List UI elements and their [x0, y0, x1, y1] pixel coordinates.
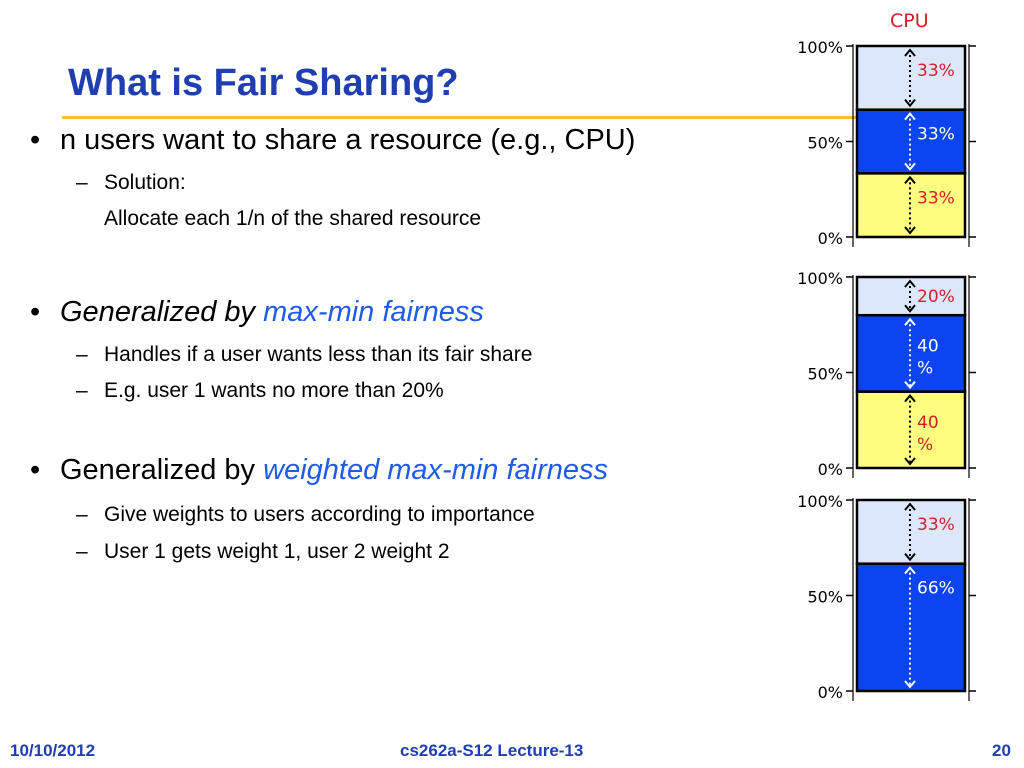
segment-label-line: 40 — [917, 336, 939, 356]
bullet-mark: • — [30, 454, 41, 486]
arrow-head-down — [904, 457, 916, 466]
arrow-head-up — [904, 566, 916, 575]
y-tick-label: 100% — [797, 492, 843, 511]
bullet-2: • Generalized by max-min fairness — [30, 296, 484, 329]
bullet-mark: • — [30, 296, 41, 328]
segment-label: 33% — [917, 515, 955, 535]
arrow-head-down — [904, 380, 916, 390]
segment-label: 33% — [917, 188, 955, 208]
arrow-head-up — [904, 394, 916, 403]
arrow-head-up — [904, 48, 916, 57]
bar-segment — [855, 313, 967, 393]
bullet-1: • n users want to share a resource (e.g.,… — [30, 124, 635, 157]
y-tick-label: 100% — [797, 269, 843, 288]
bullet-1-text: n users want to share a resource (e.g., … — [60, 124, 636, 156]
segment-label-line: % — [917, 435, 933, 455]
bullet-1-continuation: Allocate each 1/n of the shared resource — [104, 207, 482, 230]
bullet-3-sub-2-text: User 1 gets weight 1, user 2 weight 2 — [104, 540, 450, 563]
segment-label-line: 40 — [917, 413, 939, 433]
arrow-head-down — [904, 680, 916, 689]
y-tick-label: 50% — [807, 365, 843, 384]
y-tick-label: 100% — [797, 38, 843, 57]
bullet-2-sub-2: – E.g. user 1 wants no more than 20% — [76, 379, 444, 403]
bullet-2-highlight: max-min fairness — [263, 296, 484, 328]
bar-segment — [855, 562, 967, 693]
bullet-3-sub-2: – User 1 gets weight 1, user 2 weight 2 — [76, 540, 450, 564]
y-tick-label: 50% — [807, 588, 843, 607]
dash-mark: – — [76, 503, 88, 526]
bullet-3: • Generalized by weighted max-min fairnes… — [30, 454, 608, 487]
y-tick-label: 0% — [818, 229, 843, 248]
bullet-2-sub-2-text: E.g. user 1 wants no more than 20% — [104, 379, 444, 402]
arrow-head-down — [904, 99, 916, 108]
segment-label: 40% — [917, 336, 939, 378]
segment-label: 66% — [917, 579, 955, 599]
arrow-head-down — [904, 226, 916, 235]
dash-mark: – — [76, 343, 88, 366]
arrow-head-down — [904, 162, 916, 171]
dash-mark: – — [76, 171, 88, 194]
segment-label: 33% — [917, 125, 955, 145]
segment-label: 33% — [917, 61, 955, 81]
bullet-3-prefix: Generalized by — [60, 454, 264, 486]
arrow-head-up — [904, 279, 916, 288]
title-underline — [62, 116, 862, 119]
y-tick-label: 0% — [818, 460, 843, 479]
footer-course: cs262a-S12 Lecture-13 — [400, 741, 584, 760]
segment-label-line: % — [917, 358, 933, 378]
bullet-1-sub-1: – Solution: — [76, 171, 186, 195]
arrow-head-up — [904, 175, 916, 184]
bullet-3-highlight: weighted max-min fairness — [263, 454, 609, 486]
bullet-2-sub-1-text: Handles if a user wants less than its fa… — [104, 343, 533, 366]
dash-mark: – — [76, 379, 88, 402]
y-tick-label: 50% — [807, 134, 843, 153]
bullet-1-sub-1-text: Solution: — [104, 171, 186, 194]
y-tick-label: 0% — [818, 683, 843, 702]
bullet-2-sub-1: – Handles if a user wants less than its f… — [76, 343, 532, 367]
segment-label: 20% — [917, 287, 955, 307]
segment-label: 40% — [917, 413, 939, 455]
slide-title: What is Fair Sharing? — [68, 62, 459, 104]
arrow-head-up — [904, 502, 916, 511]
footer-page-number: 20 — [992, 741, 1011, 760]
bullet-2-prefix: Generalized by — [60, 296, 264, 328]
arrow-head-up — [904, 317, 916, 326]
arrow-head-down — [904, 304, 916, 313]
bar-segment — [855, 44, 967, 111]
bullet-3-sub-1-text: Give weights to users according to impor… — [104, 503, 535, 526]
arrow-head-up — [904, 112, 916, 121]
bullet-3-sub-1: – Give weights to users according to impo… — [76, 503, 535, 527]
arrow-head-down — [904, 553, 916, 562]
footer-date: 10/10/2012 — [10, 741, 96, 760]
chart-title-cpu: CPU — [890, 10, 929, 32]
bullet-mark: • — [30, 124, 41, 156]
dash-mark: – — [76, 540, 88, 563]
